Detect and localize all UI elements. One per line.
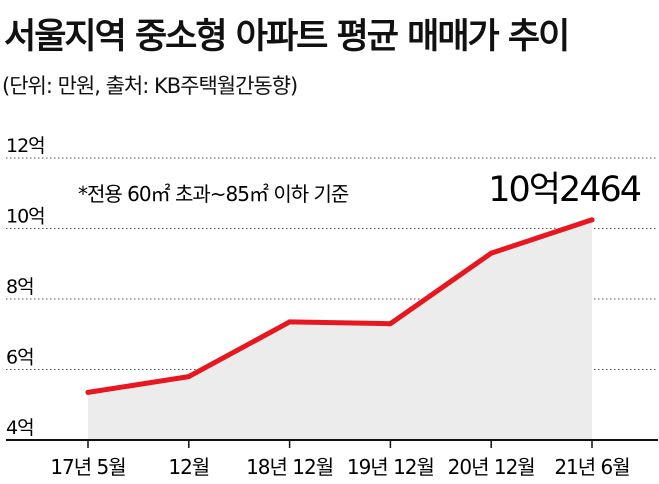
x-tick-label: 12월 <box>168 455 209 479</box>
data-point <box>85 389 91 395</box>
x-tick-label: 18년 12월 <box>246 455 333 479</box>
data-point <box>589 217 595 223</box>
y-tick-label: 4억 <box>6 417 34 439</box>
data-label-last: 10억2464 <box>488 170 641 210</box>
data-point <box>488 250 494 256</box>
y-axis-labels: 4억 6억 8억 10억 12억 <box>6 135 46 439</box>
x-tick-label: 19년 12월 <box>347 455 434 479</box>
y-tick-label: 8억 <box>6 276 34 298</box>
series-line <box>85 217 595 395</box>
x-tick-label: 17년 5월 <box>50 455 125 479</box>
y-tick-label: 10억 <box>6 206 45 228</box>
data-points <box>85 217 595 395</box>
chart-subtitle: (단위: 만원, 출처: KB주택월간동향) <box>2 74 298 98</box>
chart-title: 서울지역 중소형 아파트 평균 매매가 추이 <box>4 17 570 57</box>
data-point <box>287 319 293 325</box>
y-tick-label: 6억 <box>6 347 34 369</box>
x-axis: 17년 5월 12월 18년 12월 19년 12월 20년 12월 21년 6월 <box>6 439 658 479</box>
data-point <box>186 374 192 380</box>
data-point <box>387 321 393 327</box>
chart-annotation: *전용 60㎡ 초과~85㎡ 이하 기준 <box>78 182 349 206</box>
y-tick-label: 12억 <box>6 135 45 157</box>
x-tick-label: 21년 6월 <box>554 455 629 479</box>
area-fill <box>88 219 592 440</box>
x-tick-label: 20년 12월 <box>448 455 535 479</box>
